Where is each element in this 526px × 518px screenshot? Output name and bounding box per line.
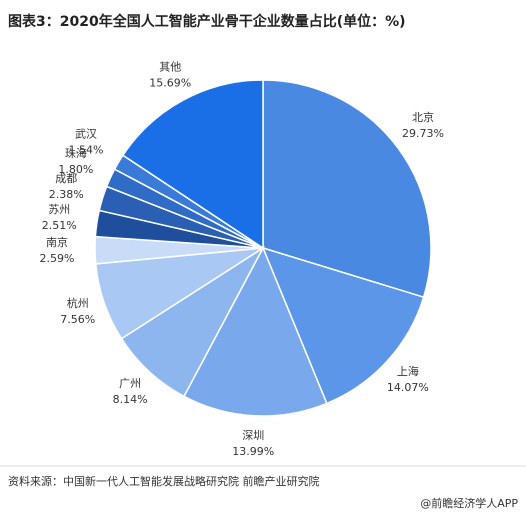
slice-value: 29.73%: [402, 127, 444, 140]
pie-slice: [121, 79, 264, 250]
slice-label: 广州: [119, 377, 141, 390]
watermark: @前瞻经济学人APP: [420, 496, 518, 510]
source: 资料来源：中国新一代人工智能发展战略研究院 前瞻产业研究院: [8, 474, 320, 488]
slice-value: 2.59%: [40, 252, 75, 265]
slice-value: 8.14%: [113, 393, 148, 406]
slice-label: 北京: [412, 110, 434, 124]
slice-label: 其他: [159, 60, 181, 73]
slice-label: 武汉: [75, 128, 97, 141]
pie-slice: [183, 246, 328, 417]
slice-label: 成都: [55, 172, 77, 185]
slice-value: 2.51%: [42, 219, 77, 232]
slice-label: 深圳: [242, 429, 264, 442]
slice-value: 14.07%: [387, 381, 429, 394]
slice-value: 15.69%: [149, 76, 191, 89]
pie-slice: [261, 246, 425, 405]
slice-label: 杭州: [67, 296, 89, 310]
slice-value: 1.54%: [68, 144, 103, 157]
chart-title: 图表3：2020年全国人工智能产业骨干企业数量占比(单位：%): [8, 13, 406, 30]
slice-label: 苏州: [48, 203, 70, 216]
slice-label: 上海: [397, 364, 419, 378]
slice-label: 南京: [46, 235, 68, 249]
pie: 北京 29.73% 上海 14.07% 深圳 13.99% 广州 8.14% 杭州 7.56% 南京…: [40, 60, 444, 457]
slice-label: 珠海: [65, 146, 87, 160]
slice-value: 1.80%: [58, 163, 93, 176]
slice-value: 13.99%: [232, 445, 274, 458]
pie-slice: [262, 79, 432, 299]
slice-value: 7.56%: [60, 313, 95, 326]
slice-value: 2.38%: [49, 188, 84, 201]
